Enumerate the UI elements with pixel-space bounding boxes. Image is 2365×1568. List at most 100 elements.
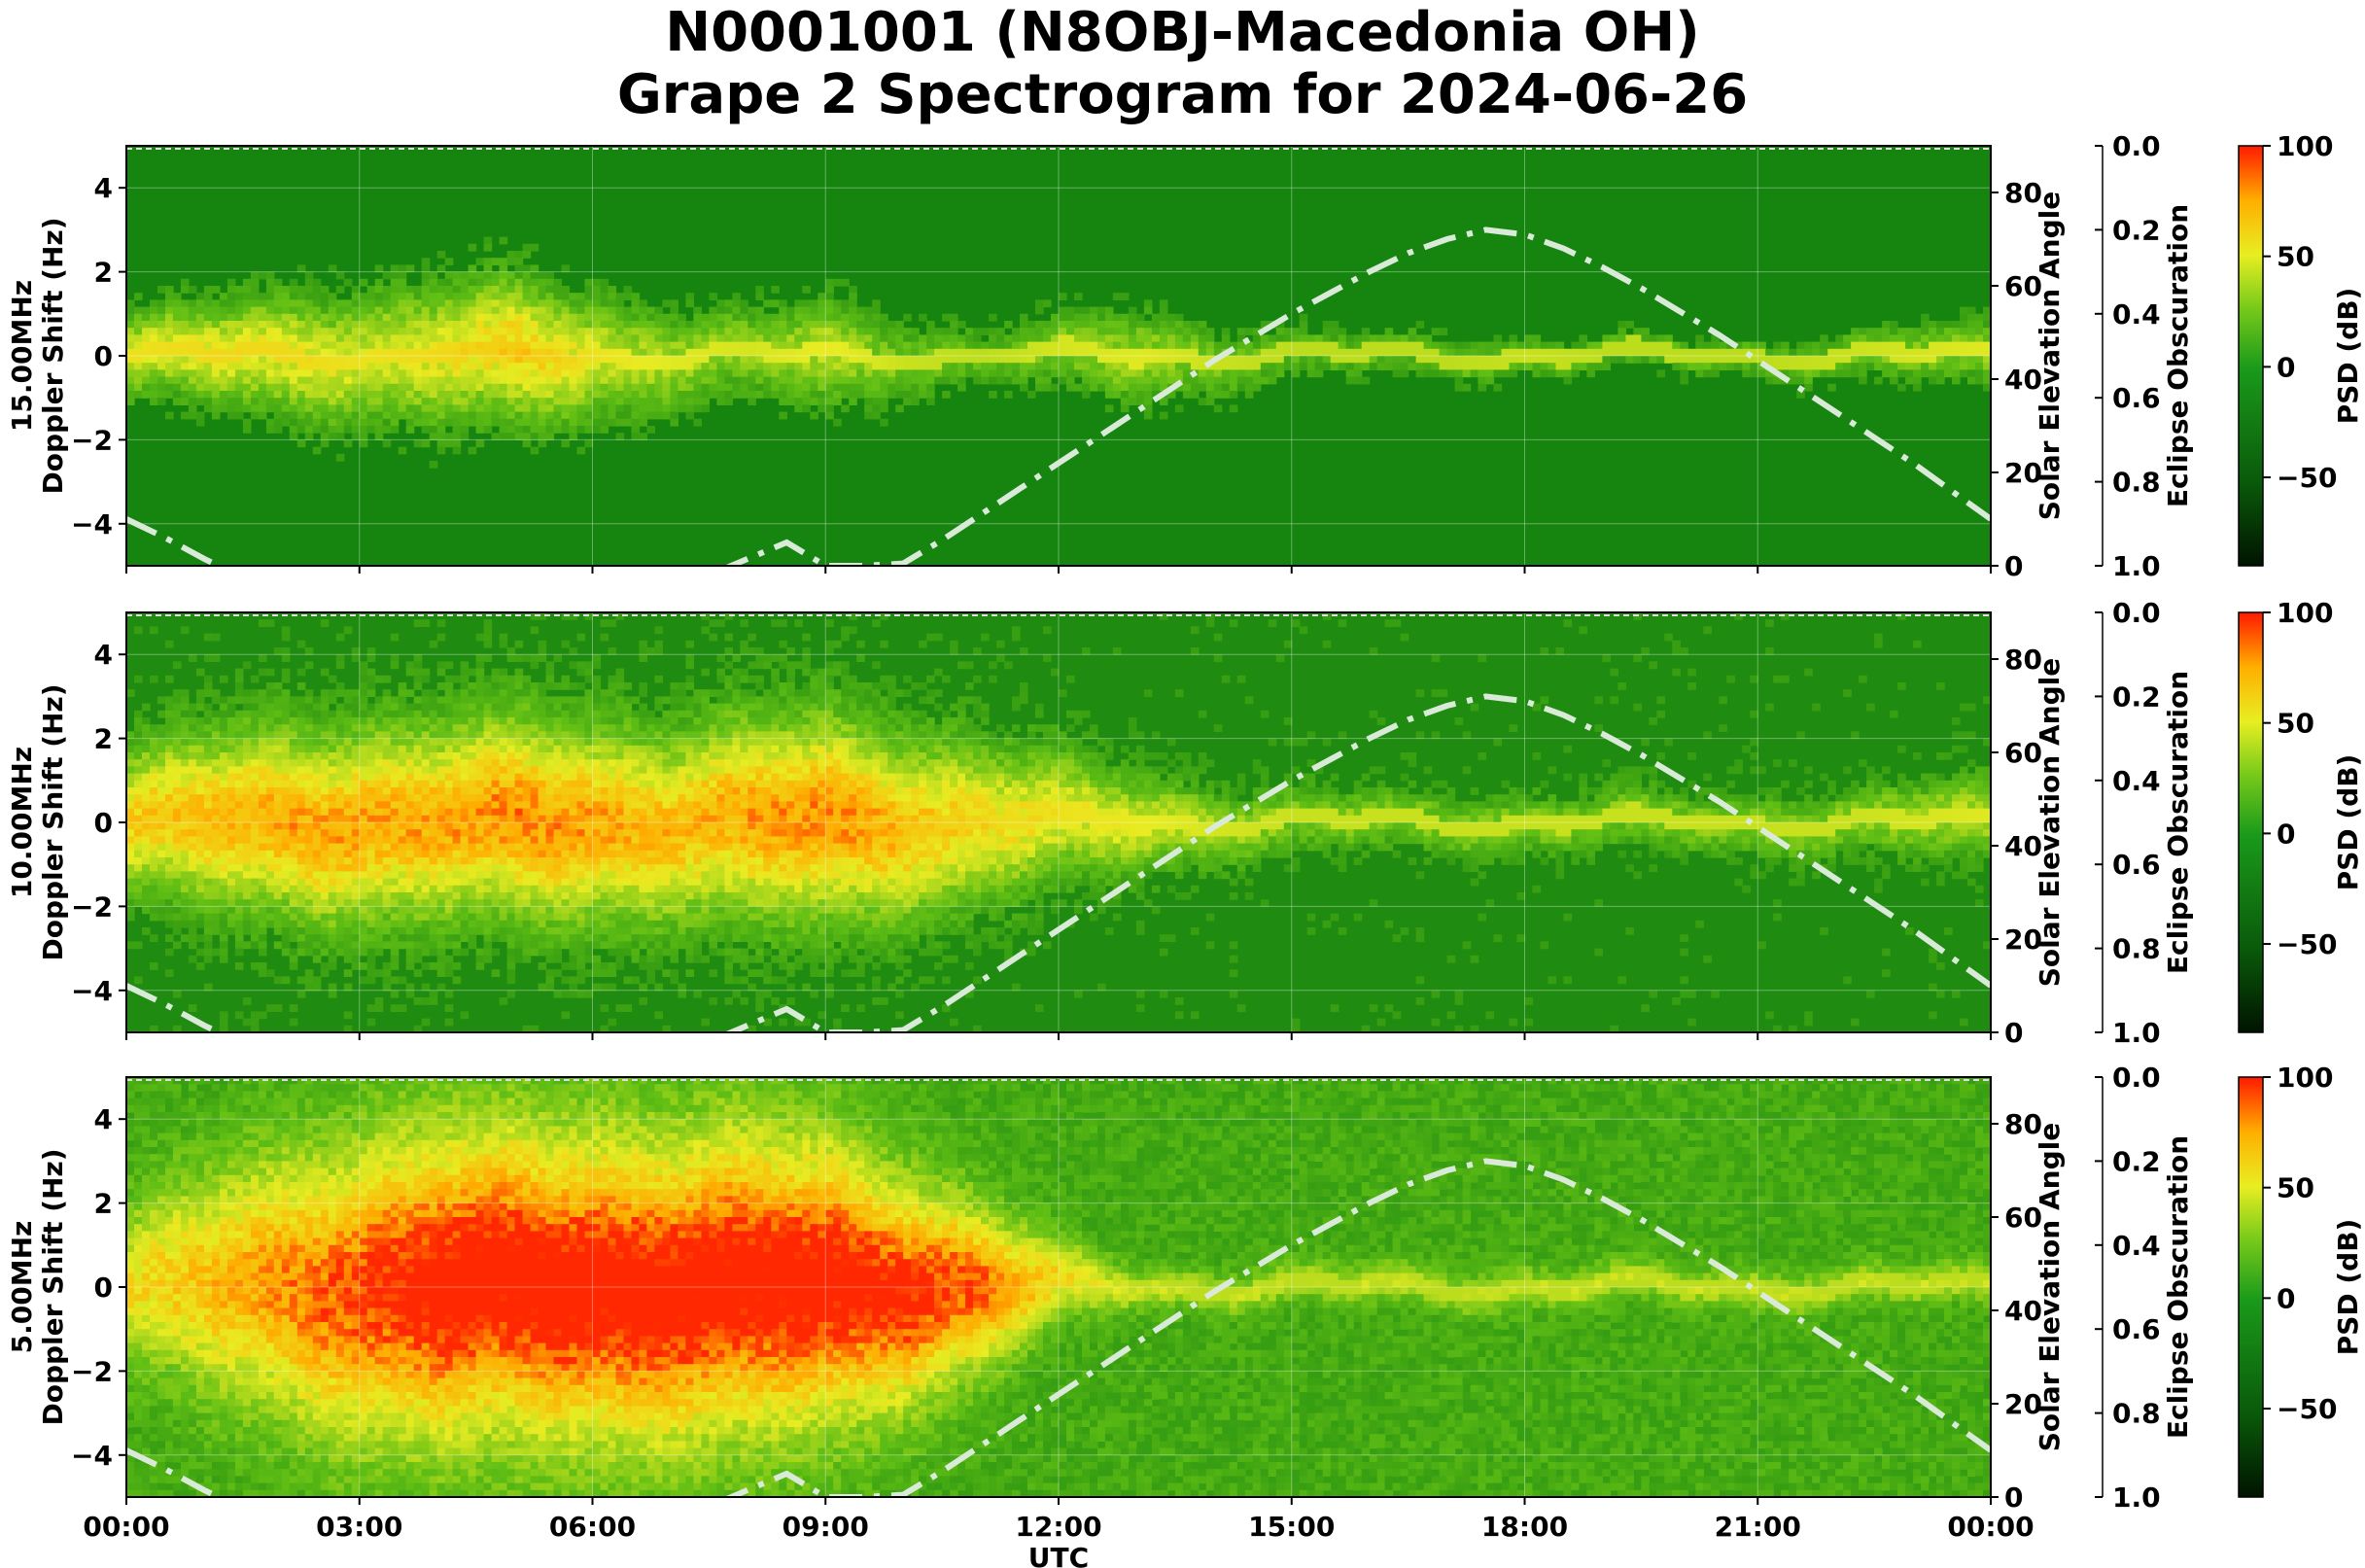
heatmap-cell <box>468 682 477 690</box>
heatmap-cell <box>1151 321 1161 329</box>
heatmap-cell <box>763 299 772 308</box>
heatmap-cell <box>895 391 904 399</box>
heatmap-cell <box>468 398 477 405</box>
heatmap-cell <box>1796 376 1805 385</box>
heatmap-cell <box>296 293 306 300</box>
heatmap-cell <box>1345 369 1355 378</box>
heatmap-cell <box>150 306 158 315</box>
heatmap-cell <box>405 920 415 928</box>
heatmap-cell <box>1104 306 1114 315</box>
heatmap-cell <box>180 348 190 357</box>
heatmap-cell <box>639 404 647 413</box>
heatmap-cell <box>172 990 182 998</box>
heatmap-cell <box>460 913 470 922</box>
heatmap-cell <box>856 391 865 399</box>
heatmap-cell <box>1897 334 1906 343</box>
heatmap-cell <box>794 313 803 322</box>
heatmap-cell <box>172 787 182 795</box>
heatmap-cell <box>615 391 625 399</box>
heatmap-cell <box>779 321 787 329</box>
heatmap-cell <box>134 822 143 830</box>
heatmap-cell <box>452 906 462 915</box>
heatmap-cell <box>398 885 407 893</box>
heatmap-cell <box>281 752 291 760</box>
heatmap-cell <box>296 752 306 760</box>
heatmap-cell <box>1742 341 1751 350</box>
heatmap-cell <box>475 675 485 683</box>
heatmap-cell <box>1260 376 1269 385</box>
heatmap-cell <box>1967 334 1976 343</box>
heatmap-cell <box>351 376 361 385</box>
heatmap-cell <box>436 299 446 308</box>
heatmap-cell <box>475 278 485 287</box>
heatmap-cell <box>195 363 205 370</box>
heatmap-cell <box>421 871 431 880</box>
heatmap-cell <box>1773 363 1782 370</box>
heatmap-cell <box>343 1011 353 1020</box>
heatmap-cell <box>1283 356 1293 364</box>
heatmap-cell <box>468 885 477 893</box>
heatmap-cell <box>258 376 267 385</box>
heatmap-cell <box>553 376 563 385</box>
heatmap-cell <box>172 899 182 907</box>
heatmap-cell <box>514 411 524 420</box>
heatmap-cell <box>436 773 446 782</box>
heatmap-cell <box>701 356 710 364</box>
heatmap-cell <box>942 348 951 357</box>
heatmap-cell <box>289 913 298 922</box>
heatmap-cell <box>475 864 485 872</box>
heatmap-cell <box>1975 376 1984 385</box>
heatmap-cell <box>172 293 182 300</box>
heatmap-cell <box>825 411 834 420</box>
heatmap-cell <box>335 773 345 782</box>
heatmap-cell <box>1866 328 1875 335</box>
heatmap-cell <box>289 418 298 427</box>
heatmap-cell <box>242 941 252 950</box>
heatmap-cell <box>436 745 446 753</box>
heatmap-cell <box>1376 363 1386 370</box>
heatmap-cell <box>460 404 470 413</box>
heatmap-cell <box>981 328 990 335</box>
heatmap-cell <box>561 334 571 343</box>
heatmap-cell <box>421 885 431 893</box>
heatmap-cell <box>475 878 485 887</box>
heatmap-cell <box>1439 348 1448 357</box>
heatmap-cell <box>390 843 400 852</box>
heatmap-cell <box>1128 348 1137 357</box>
heatmap-cell <box>1524 348 1534 357</box>
heatmap-cell <box>226 717 236 725</box>
heatmap-cell <box>506 299 516 308</box>
heatmap-cell <box>405 815 415 823</box>
heatmap-cell <box>157 787 166 795</box>
heatmap-cell <box>1260 348 1269 357</box>
heatmap-cell <box>475 633 485 642</box>
heatmap-cell <box>1020 369 1028 378</box>
heatmap-cell <box>250 411 260 420</box>
heatmap-cell <box>281 794 291 802</box>
heatmap-cell <box>965 369 974 378</box>
heatmap-cell <box>1726 348 1735 357</box>
heatmap-cell <box>413 404 423 413</box>
heatmap-cell <box>312 822 322 830</box>
heatmap-cell <box>1221 328 1231 335</box>
heatmap-cell <box>180 864 190 872</box>
heatmap-cell <box>872 348 881 357</box>
heatmap-cell <box>328 843 337 852</box>
heatmap-cell <box>460 948 470 957</box>
heatmap-cell <box>561 286 571 294</box>
heatmap-cell <box>398 850 407 858</box>
heatmap-cell <box>273 383 283 392</box>
heatmap-cell <box>670 418 678 427</box>
heatmap-cell <box>203 689 213 697</box>
heatmap-cell <box>165 878 174 887</box>
heatmap-cell <box>382 899 392 907</box>
heatmap-cell <box>421 878 431 887</box>
heatmap-cell <box>444 299 454 308</box>
heatmap-cell <box>444 850 454 858</box>
heatmap-cell <box>211 376 221 385</box>
heatmap-cell <box>483 654 493 662</box>
heatmap-cell <box>460 398 470 405</box>
heatmap-cell <box>234 391 244 399</box>
y-axis-label: Doppler Shift (Hz) <box>37 217 69 494</box>
heatmap-cell <box>569 391 578 399</box>
